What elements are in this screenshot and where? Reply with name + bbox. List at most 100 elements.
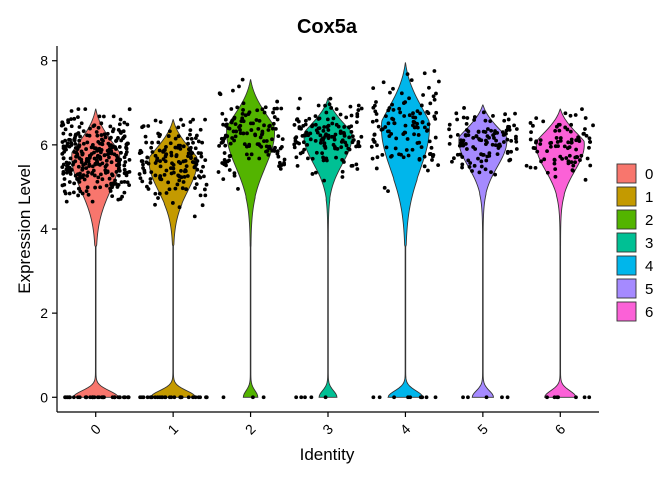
data-point xyxy=(110,194,115,199)
data-point xyxy=(340,175,345,179)
data-point xyxy=(69,117,73,122)
data-point xyxy=(90,164,95,169)
data-point xyxy=(447,127,451,132)
data-point xyxy=(424,395,429,400)
data-point xyxy=(153,173,158,178)
data-point xyxy=(280,144,284,149)
data-point xyxy=(588,163,593,168)
data-point xyxy=(436,163,441,168)
data-point xyxy=(186,154,190,159)
data-point xyxy=(420,395,425,400)
data-point xyxy=(539,159,543,164)
data-point xyxy=(354,120,359,125)
data-point xyxy=(461,115,466,120)
data-point xyxy=(429,145,434,150)
data-point xyxy=(484,395,489,400)
data-point xyxy=(295,163,300,168)
data-point xyxy=(99,133,104,137)
data-point xyxy=(240,77,245,82)
data-point xyxy=(116,395,121,400)
data-point xyxy=(171,163,176,167)
data-point xyxy=(61,156,66,161)
data-point xyxy=(164,191,169,195)
data-point xyxy=(417,140,422,145)
data-point xyxy=(296,106,301,111)
data-point xyxy=(412,132,416,137)
data-point xyxy=(425,128,429,133)
data-point xyxy=(183,159,188,163)
legend-item-1: 1 xyxy=(616,186,653,207)
data-point xyxy=(354,162,359,167)
data-point xyxy=(114,147,118,151)
data-point xyxy=(384,114,388,119)
data-point xyxy=(65,395,70,400)
data-point xyxy=(275,117,280,122)
data-point xyxy=(84,166,89,171)
data-point xyxy=(85,185,90,190)
data-point xyxy=(92,150,96,155)
data-point xyxy=(261,395,266,400)
y-tick-label: 0 xyxy=(40,389,48,405)
data-point xyxy=(322,178,326,183)
data-point xyxy=(61,131,66,136)
data-point xyxy=(587,395,592,400)
data-point xyxy=(116,197,121,202)
data-point xyxy=(114,139,118,143)
data-point xyxy=(318,140,323,145)
data-point xyxy=(571,163,576,168)
data-point xyxy=(552,157,557,162)
data-point xyxy=(98,157,103,161)
data-point xyxy=(75,147,80,152)
data-point xyxy=(265,149,270,153)
data-point xyxy=(257,156,262,161)
data-point xyxy=(370,156,375,161)
data-point xyxy=(247,142,252,147)
data-point xyxy=(247,110,252,115)
data-point xyxy=(386,189,390,194)
data-point xyxy=(477,137,482,142)
data-point xyxy=(177,205,182,210)
data-point xyxy=(67,137,71,142)
data-point xyxy=(164,168,169,173)
data-point xyxy=(97,146,102,151)
data-point xyxy=(179,168,183,173)
data-point xyxy=(359,134,364,139)
data-point xyxy=(356,108,361,112)
data-point xyxy=(555,140,560,144)
legend-label: 1 xyxy=(645,189,653,206)
data-point xyxy=(327,102,332,107)
data-point xyxy=(77,180,82,184)
data-point xyxy=(450,159,454,164)
data-point xyxy=(386,121,391,126)
data-point xyxy=(77,138,82,143)
data-point xyxy=(563,111,568,116)
data-point xyxy=(241,108,245,112)
data-point xyxy=(190,160,195,164)
data-point xyxy=(200,140,205,145)
data-point xyxy=(270,137,274,142)
data-point xyxy=(85,158,90,163)
data-point xyxy=(321,128,326,133)
data-point xyxy=(320,151,325,156)
data-point xyxy=(71,395,76,400)
data-point xyxy=(297,141,301,146)
data-point xyxy=(460,162,465,167)
data-point xyxy=(231,129,236,134)
data-point xyxy=(558,136,563,140)
data-point xyxy=(512,123,517,128)
data-point xyxy=(483,167,488,172)
data-point xyxy=(240,116,245,121)
data-point xyxy=(188,132,192,137)
data-point xyxy=(196,139,201,144)
data-point xyxy=(122,155,127,160)
data-point xyxy=(477,170,482,175)
data-point xyxy=(163,159,168,164)
data-point xyxy=(351,138,356,142)
data-point xyxy=(425,109,430,114)
data-point xyxy=(433,395,438,400)
data-point xyxy=(418,111,423,116)
data-point xyxy=(176,134,181,139)
data-point xyxy=(153,202,157,207)
data-point xyxy=(198,175,203,180)
data-point xyxy=(422,71,427,76)
